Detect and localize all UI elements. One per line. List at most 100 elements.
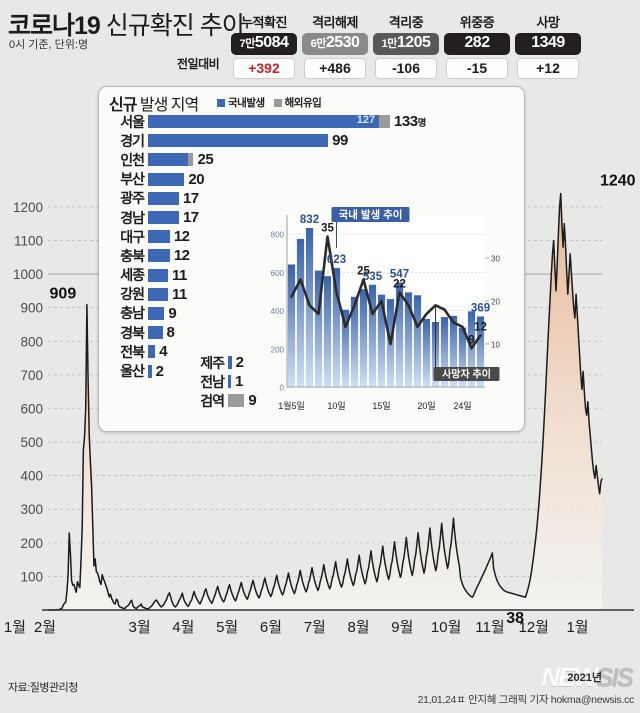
stat-delta: +12 [517, 57, 579, 79]
daily-domestic-chart: 0 200 400 600 800 10 20 30 1월5일 10일 15일 20일 24일 832 62… [271, 207, 500, 411]
stat-label: 격리해제 [312, 15, 358, 30]
region-bar-domestic [148, 211, 179, 225]
new-cases-by-region-panel: 신규 발생 지역 국내발생 해외유입 서울 127 133명 경기 99 인천 25 부산 20 광… [98, 86, 525, 432]
stat-value: 1349 [515, 33, 581, 55]
svg-text:3월: 3월 [129, 619, 151, 636]
region-row: 전북 4 [99, 342, 524, 361]
region-bars [148, 230, 170, 244]
region-total-value: 1 [235, 373, 243, 391]
svg-text:4월: 4월 [172, 619, 194, 636]
region-name: 세종 [120, 267, 145, 284]
region-name: 제주 [200, 354, 225, 371]
region-total-value: 4 [159, 343, 168, 361]
stat-block-0: 누적확진 7만5084 +392 [231, 12, 297, 79]
legend-label: 해외유입 [284, 97, 322, 109]
region-bar-imported [188, 153, 194, 167]
svg-text:국내 발생 추이: 국내 발생 추이 [339, 208, 403, 221]
region-total-value: 99 [332, 132, 348, 150]
region-total-value: 12 [173, 247, 190, 265]
svg-text:400: 400 [271, 307, 285, 316]
svg-text:10: 10 [491, 341, 500, 350]
stat-label: 누적확진 [241, 15, 287, 30]
region-name: 강원 [120, 286, 145, 303]
page-title-bold: 코로나19 [8, 12, 101, 40]
region-total-value: 9 [248, 392, 257, 410]
region-row-secondary: 검역 9 [184, 391, 256, 410]
region-bars [148, 364, 152, 378]
region-bar-domestic: 127 [148, 114, 380, 129]
svg-text:9월: 9월 [391, 619, 413, 636]
region-total-value: 20 [188, 170, 205, 188]
legend-item-0: 국내발생 [217, 95, 265, 110]
svg-text:200: 200 [271, 345, 285, 354]
svg-text:547: 547 [390, 268, 409, 280]
svg-text:300: 300 [20, 502, 43, 517]
region-bars [148, 287, 169, 301]
inset-legend: 국내발생 해외유입 [217, 95, 322, 110]
stat-value: 1만1205 [373, 33, 439, 55]
svg-text:1월: 1월 [4, 619, 26, 636]
region-name: 경기 [120, 132, 145, 149]
region-row: 세종 11 [99, 266, 524, 285]
svg-text:10일: 10일 [327, 401, 345, 411]
svg-text:2월: 2월 [34, 619, 56, 636]
stat-value: 282 [444, 33, 510, 55]
region-unit: 명 [417, 118, 427, 130]
region-bar-domestic [148, 153, 189, 167]
svg-text:200: 200 [20, 536, 43, 551]
svg-text:20일: 20일 [417, 401, 435, 411]
stat-delta: +392 [233, 57, 295, 79]
region-bar-domestic [148, 306, 165, 320]
region-bars: 127 [148, 114, 391, 129]
svg-text:5월: 5월 [216, 619, 238, 636]
region-row: 강원 11 [99, 285, 524, 304]
svg-text:25: 25 [357, 266, 370, 278]
compare-label: 전일대비 [177, 57, 220, 71]
region-bars [148, 153, 194, 167]
svg-text:사망자 추이: 사망자 추이 [442, 368, 491, 381]
svg-text:10월: 10월 [431, 619, 462, 636]
svg-text:100: 100 [20, 569, 43, 584]
inset-title-light: 발생 지역 [136, 97, 199, 114]
region-bars [228, 356, 232, 370]
region-total-value: 12 [173, 228, 190, 246]
region-row: 광주 17 [99, 189, 524, 208]
svg-text:12: 12 [474, 321, 487, 333]
region-bars [148, 345, 156, 359]
region-row: 충북 12 [99, 246, 524, 265]
page-title-light: 신규확진 추이 [99, 12, 245, 40]
region-bar-imported [379, 115, 391, 129]
region-name: 전북 [120, 343, 145, 360]
svg-text:0: 0 [280, 384, 285, 393]
svg-text:6월: 6월 [260, 619, 282, 636]
stat-value: 6만2530 [302, 33, 368, 55]
newsis-watermark: NEWSIS [541, 662, 634, 692]
svg-text:11월: 11월 [475, 619, 504, 636]
region-name: 울산 [120, 363, 145, 380]
region-name: 충북 [120, 247, 145, 264]
region-total-value: 17 [182, 189, 199, 207]
svg-text:909: 909 [50, 286, 77, 303]
stat-label: 격리중 [388, 15, 424, 30]
region-bar-domestic [148, 345, 156, 359]
legend-swatch-icon [273, 99, 282, 107]
svg-text:22: 22 [393, 278, 406, 290]
region-total-value: 17 [182, 209, 199, 227]
svg-text:8월: 8월 [347, 619, 369, 636]
region-name: 전남 [200, 373, 225, 390]
region-bars [148, 249, 170, 263]
region-bars [148, 326, 163, 340]
page-subtitle: 0시 기준, 단위:명 [9, 39, 89, 51]
year-label-2021: 2021년 [567, 672, 602, 684]
svg-text:600: 600 [20, 401, 43, 416]
region-name: 경북 [120, 324, 145, 341]
region-bars [148, 306, 165, 320]
svg-text:38: 38 [506, 610, 524, 627]
svg-text:832: 832 [300, 214, 319, 226]
region-total-value: 133명 [394, 113, 427, 131]
region-bar-domestic [148, 326, 163, 340]
svg-text:1000: 1000 [13, 267, 43, 282]
svg-text:15일: 15일 [372, 401, 390, 411]
stat-delta: -15 [446, 57, 508, 79]
region-bar-domestic [228, 356, 232, 370]
